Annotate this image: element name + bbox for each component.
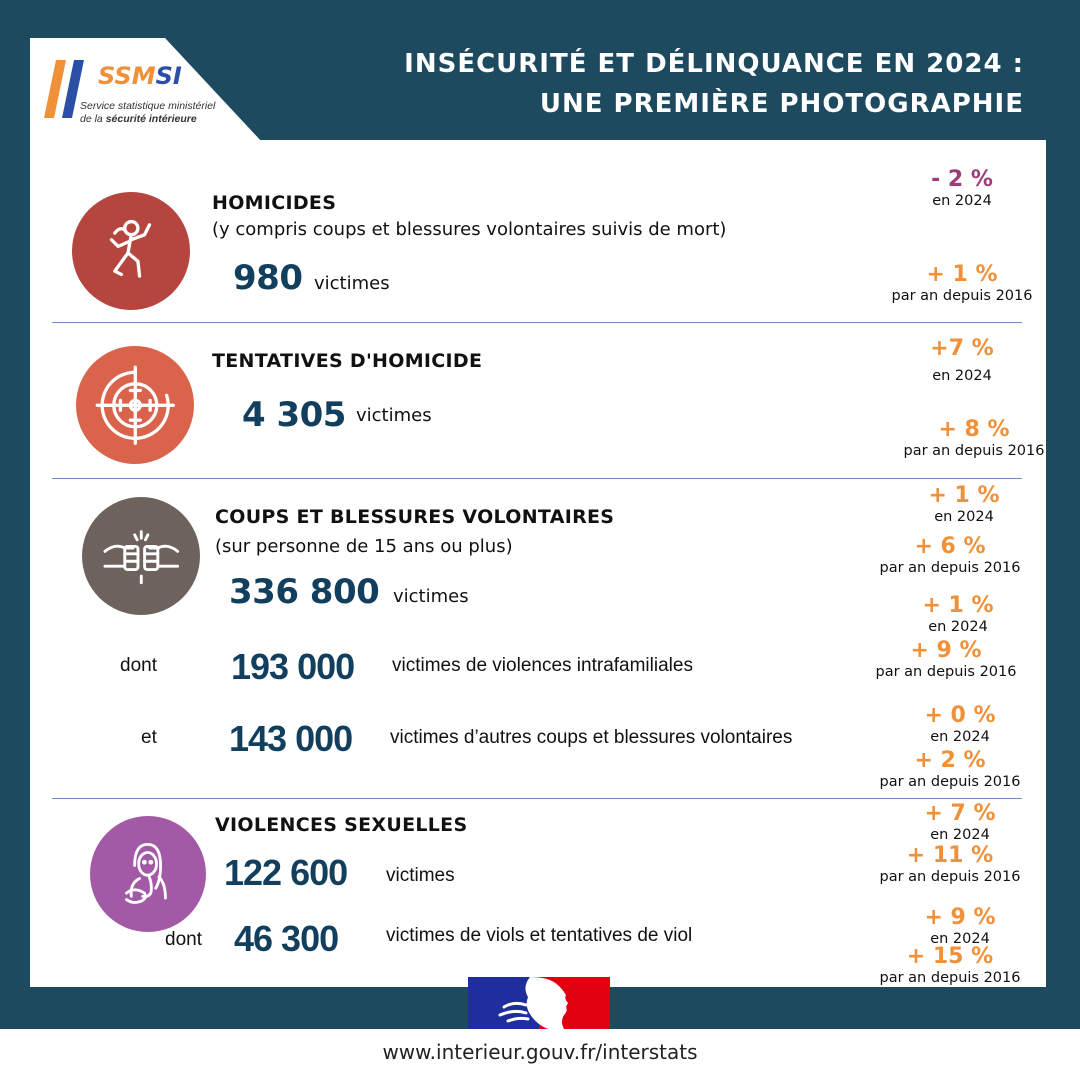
stat-caption: en 2024 [930,931,990,947]
section-heading-coups: COUPS ET BLESSURES VOLONTAIRES [215,506,615,528]
section-heading-tentatives: TENTATIVES D'HOMICIDE [212,350,483,372]
logo-text-si: SI [155,62,182,90]
stat-caption: en 2024 [934,509,994,525]
stat-pct: + 2 % [914,748,986,773]
marianne-profile-icon [498,977,568,1029]
stat-caption: en 2024 [932,368,992,384]
stat-pct: +7 % [930,336,994,361]
other-coups-victims-count: 143 000 [229,718,353,759]
sexuelles-stat-2024: + 7 % en 2024 [898,802,1022,844]
viols-stat-since-2016: + 15 % par an depuis 2016 [838,945,1062,987]
section-subheading-homicides: (y compris coups et blessures volontaire… [212,219,727,240]
homicide-body-outline-icon [72,192,190,310]
sexuelles-victims-label: victimes [386,865,455,886]
intrafamilial-stat-since-2016: + 9 % par an depuis 2016 [834,639,1058,681]
stat-caption: par an depuis 2016 [875,664,1017,680]
stat-pct: + 7 % [924,801,996,826]
stat-pct: + 1 % [926,262,998,287]
logo-subtitle-line2: de la sécurité intérieure [80,113,215,126]
tentatives-stat-since-2016: + 8 % par an depuis 2016 [862,418,1080,460]
stat-pct: + 11 % [906,843,994,868]
other-coups-stat-2024: + 0 % en 2024 [898,704,1022,746]
logo-subtitle: Service statistique ministériel de la sé… [80,100,215,126]
section-subheading-coups: (sur personne de 15 ans ou plus) [215,536,513,557]
stat-pct: + 8 % [938,417,1010,442]
section-divider [52,478,1022,479]
ssmsi-logo-bars-icon [44,60,84,118]
sexuelles-stat-since-2016: + 11 % par an depuis 2016 [838,844,1062,886]
coups-stat-since-2016: + 6 % par an depuis 2016 [838,535,1062,577]
stat-pct: + 6 % [914,534,986,559]
stat-pct: + 15 % [906,944,994,969]
stat-caption: par an depuis 2016 [879,560,1021,576]
stat-pct: + 0 % [924,703,996,728]
other-coups-stat-since-2016: + 2 % par an depuis 2016 [838,749,1062,791]
viols-stat-2024: + 9 % en 2024 [898,906,1022,948]
marianne-republique-francaise-logo [468,977,610,1029]
viols-victims-count: 46 300 [234,918,339,959]
row-prefix-et: et [141,727,157,748]
viols-victims-label: victimes de viols et tentatives de viol [386,925,693,946]
page-title: INSÉCURITÉ ET DÉLINQUANCE EN 2024 : UNE … [404,44,1024,124]
intrafamilial-stat-2024: + 1 % en 2024 [896,594,1020,636]
stat-caption: par an depuis 2016 [903,443,1045,459]
intrafamilial-victims-count: 193 000 [231,646,355,687]
section-heading-sexuelles: VIOLENCES SEXUELLES [215,814,468,836]
homicides-victims-count: 980 [233,258,303,298]
title-line-1: INSÉCURITÉ ET DÉLINQUANCE EN 2024 : [404,49,1024,79]
stat-caption: par an depuis 2016 [879,869,1021,885]
crosshair-target-icon [76,346,194,464]
section-divider [52,798,1022,799]
stat-caption: en 2024 [932,193,992,209]
coups-victims-count: 336 800 [229,572,380,612]
stat-caption: en 2024 [930,729,990,745]
stat-pct: + 9 % [910,638,982,663]
tentatives-victims-count: 4 305 [242,395,346,435]
fists-clash-icon [82,497,200,615]
stat-caption: en 2024 [930,827,990,843]
homicides-victims-label: victimes [314,273,390,294]
stat-caption: en 2024 [928,619,988,635]
stat-caption: par an depuis 2016 [879,970,1021,986]
logo-text-ssm: SSM [98,62,156,90]
woman-distress-icon [90,816,206,932]
coups-victims-label: victimes [393,586,469,607]
stat-caption: par an depuis 2016 [879,774,1021,790]
stat-caption: par an depuis 2016 [891,288,1033,304]
sexuelles-victims-count: 122 600 [224,852,348,893]
logo-subtitle-bold: sécurité intérieure [105,113,197,125]
row-prefix-dont: dont [165,929,202,950]
ssmsi-logo-text: SSMSI [98,62,182,90]
other-coups-victims-label: victimes d’autres coups et blessures vol… [390,727,793,748]
section-divider [52,322,1022,323]
logo-subtitle-prefix: de la [80,113,106,125]
stat-pct: + 9 % [924,905,996,930]
section-heading-homicides: HOMICIDES [212,192,337,214]
logo-subtitle-line1: Service statistique ministériel [80,100,216,112]
row-prefix-dont: dont [120,655,157,676]
intrafamilial-victims-label: victimes de violences intrafamiliales [392,655,693,676]
stat-pct: + 1 % [928,483,1000,508]
footer-url-link[interactable]: www.interieur.gouv.fr/interstats [382,1040,698,1064]
homicides-stat-2024: - 2 % en 2024 [900,168,1024,210]
homicides-stat-since-2016: + 1 % par an depuis 2016 [850,263,1074,305]
title-line-2: UNE PREMIÈRE PHOTOGRAPHIE [539,89,1024,119]
stat-pct: + 1 % [922,593,994,618]
tentatives-stat-2024: +7 % en 2024 [900,337,1024,385]
stat-pct: - 2 % [931,167,993,192]
tentatives-victims-label: victimes [356,405,432,426]
coups-stat-2024: + 1 % en 2024 [902,484,1026,526]
